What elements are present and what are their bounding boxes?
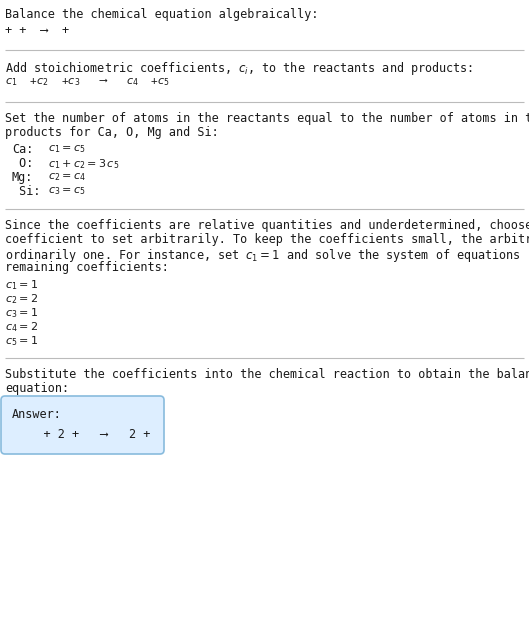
Text: Set the number of atoms in the reactants equal to the number of atoms in the: Set the number of atoms in the reactants…: [5, 112, 529, 125]
Text: $c_4 = 2$: $c_4 = 2$: [5, 320, 38, 334]
Text: O:: O:: [12, 157, 33, 170]
Text: $c_5 = 1$: $c_5 = 1$: [5, 334, 38, 348]
Text: Balance the chemical equation algebraically:: Balance the chemical equation algebraica…: [5, 8, 318, 21]
Text: $c_3 = c_5$: $c_3 = c_5$: [48, 185, 85, 197]
Text: coefficient to set arbitrarily. To keep the coefficients small, the arbitrary va: coefficient to set arbitrarily. To keep …: [5, 233, 529, 246]
Text: equation:: equation:: [5, 382, 69, 395]
Text: $c_1 = c_5$: $c_1 = c_5$: [48, 143, 85, 155]
Text: + +  ⟶  +: + + ⟶ +: [5, 24, 69, 37]
Text: Ca:: Ca:: [12, 143, 33, 156]
Text: $c_2 = 2$: $c_2 = 2$: [5, 292, 38, 306]
Text: $c_1 = 1$: $c_1 = 1$: [5, 278, 38, 292]
Text: + 2 +   ⟶   2 +: + 2 + ⟶ 2 +: [15, 428, 150, 441]
Text: remaining coefficients:: remaining coefficients:: [5, 261, 169, 274]
Text: Si:: Si:: [12, 185, 41, 198]
Text: Mg:: Mg:: [12, 171, 33, 184]
Text: $c_3 = 1$: $c_3 = 1$: [5, 306, 38, 320]
FancyBboxPatch shape: [1, 396, 164, 454]
Text: products for Ca, O, Mg and Si:: products for Ca, O, Mg and Si:: [5, 126, 219, 139]
Text: Since the coefficients are relative quantities and underdetermined, choose a: Since the coefficients are relative quan…: [5, 219, 529, 232]
Text: Substitute the coefficients into the chemical reaction to obtain the balanced: Substitute the coefficients into the che…: [5, 368, 529, 381]
Text: Add stoichiometric coefficients, $c_i$, to the reactants and products:: Add stoichiometric coefficients, $c_i$, …: [5, 60, 473, 77]
Text: $c_1 + c_2 = 3\,c_5$: $c_1 + c_2 = 3\,c_5$: [48, 157, 120, 171]
Text: Answer:: Answer:: [12, 408, 62, 421]
Text: $c_2 = c_4$: $c_2 = c_4$: [48, 171, 86, 183]
Text: $c_1$  +$c_2$  +$c_3$   ⟶   $c_4$  +$c_5$: $c_1$ +$c_2$ +$c_3$ ⟶ $c_4$ +$c_5$: [5, 76, 170, 88]
Text: ordinarily one. For instance, set $c_1 = 1$ and solve the system of equations fo: ordinarily one. For instance, set $c_1 =…: [5, 247, 529, 264]
